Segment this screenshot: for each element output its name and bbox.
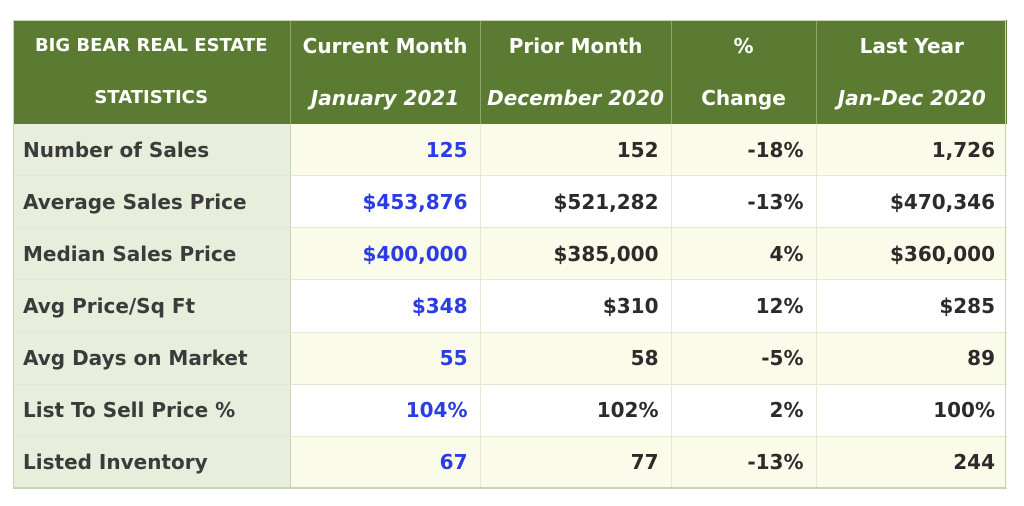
- percent-change-value: 4%: [671, 227, 817, 281]
- header-prior-month-line1: Prior Month: [508, 34, 643, 58]
- current-month-value: $453,876: [290, 175, 481, 229]
- header-last-year: Last Year Jan-Dec 2020: [816, 20, 1007, 124]
- table-row: Listed Inventory 67 77 -13% 244: [13, 436, 1007, 490]
- percent-change-value: 12%: [671, 279, 817, 333]
- current-month-value: $400,000: [290, 227, 481, 281]
- row-label: List To Sell Price %: [13, 384, 291, 437]
- table-row: List To Sell Price % 104% 102% 2% 100%: [13, 384, 1007, 437]
- row-label: Average Sales Price: [13, 175, 291, 229]
- header-current-month: Current Month January 2021: [290, 20, 481, 124]
- table-row: Average Sales Price $453,876 $521,282 -1…: [13, 175, 1007, 229]
- row-label: Avg Price/Sq Ft: [13, 279, 291, 333]
- header-title: BIG BEAR REAL ESTATE STATISTICS: [13, 20, 291, 124]
- table-body: Number of Sales 125 152 -18% 1,726 Avera…: [13, 124, 1007, 490]
- percent-change-value: -18%: [671, 124, 817, 177]
- last-year-value: $470,346: [816, 175, 1007, 229]
- row-label: Number of Sales: [13, 124, 291, 177]
- table-header: BIG BEAR REAL ESTATE STATISTICS Current …: [13, 20, 1007, 124]
- prior-month-value: 102%: [480, 384, 672, 437]
- real-estate-stats-table: BIG BEAR REAL ESTATE STATISTICS Current …: [13, 20, 1007, 490]
- header-last-year-line1: Last Year: [859, 34, 964, 58]
- header-current-month-line2: January 2021: [310, 86, 460, 110]
- header-percent-change-line2: Change: [701, 86, 786, 110]
- header-title-line1: BIG BEAR REAL ESTATE: [34, 35, 268, 56]
- table-row: Avg Days on Market 55 58 -5% 89: [13, 332, 1007, 385]
- header-title-line2: STATISTICS: [94, 87, 209, 108]
- last-year-value: 100%: [816, 384, 1007, 437]
- last-year-value: 89: [816, 332, 1007, 385]
- prior-month-value: $521,282: [480, 175, 672, 229]
- current-month-value: 125: [290, 124, 481, 177]
- percent-change-value: 2%: [671, 384, 817, 437]
- current-month-value: 104%: [290, 384, 481, 437]
- prior-month-value: 152: [480, 124, 672, 177]
- prior-month-value: $385,000: [480, 227, 672, 281]
- prior-month-value: $310: [480, 279, 672, 333]
- row-label: Listed Inventory: [13, 436, 291, 490]
- percent-change-value: -13%: [671, 436, 817, 490]
- row-label: Avg Days on Market: [13, 332, 291, 385]
- table-row: Avg Price/Sq Ft $348 $310 12% $285: [13, 279, 1007, 333]
- header-prior-month-line2: December 2020: [487, 86, 664, 110]
- last-year-value: $360,000: [816, 227, 1007, 281]
- table-row: Median Sales Price $400,000 $385,000 4% …: [13, 227, 1007, 281]
- last-year-value: $285: [816, 279, 1007, 333]
- header-percent-change-line1: %: [733, 34, 754, 58]
- header-percent-change: % Change: [671, 20, 817, 124]
- header-prior-month: Prior Month December 2020: [480, 20, 672, 124]
- last-year-value: 244: [816, 436, 1007, 490]
- current-month-value: 55: [290, 332, 481, 385]
- percent-change-value: -13%: [671, 175, 817, 229]
- current-month-value: $348: [290, 279, 481, 333]
- last-year-value: 1,726: [816, 124, 1007, 177]
- row-label: Median Sales Price: [13, 227, 291, 281]
- table-row: Number of Sales 125 152 -18% 1,726: [13, 124, 1007, 177]
- percent-change-value: -5%: [671, 332, 817, 385]
- prior-month-value: 77: [480, 436, 672, 490]
- prior-month-value: 58: [480, 332, 672, 385]
- header-last-year-line2: Jan-Dec 2020: [837, 86, 986, 110]
- current-month-value: 67: [290, 436, 481, 490]
- header-current-month-line1: Current Month: [302, 34, 468, 58]
